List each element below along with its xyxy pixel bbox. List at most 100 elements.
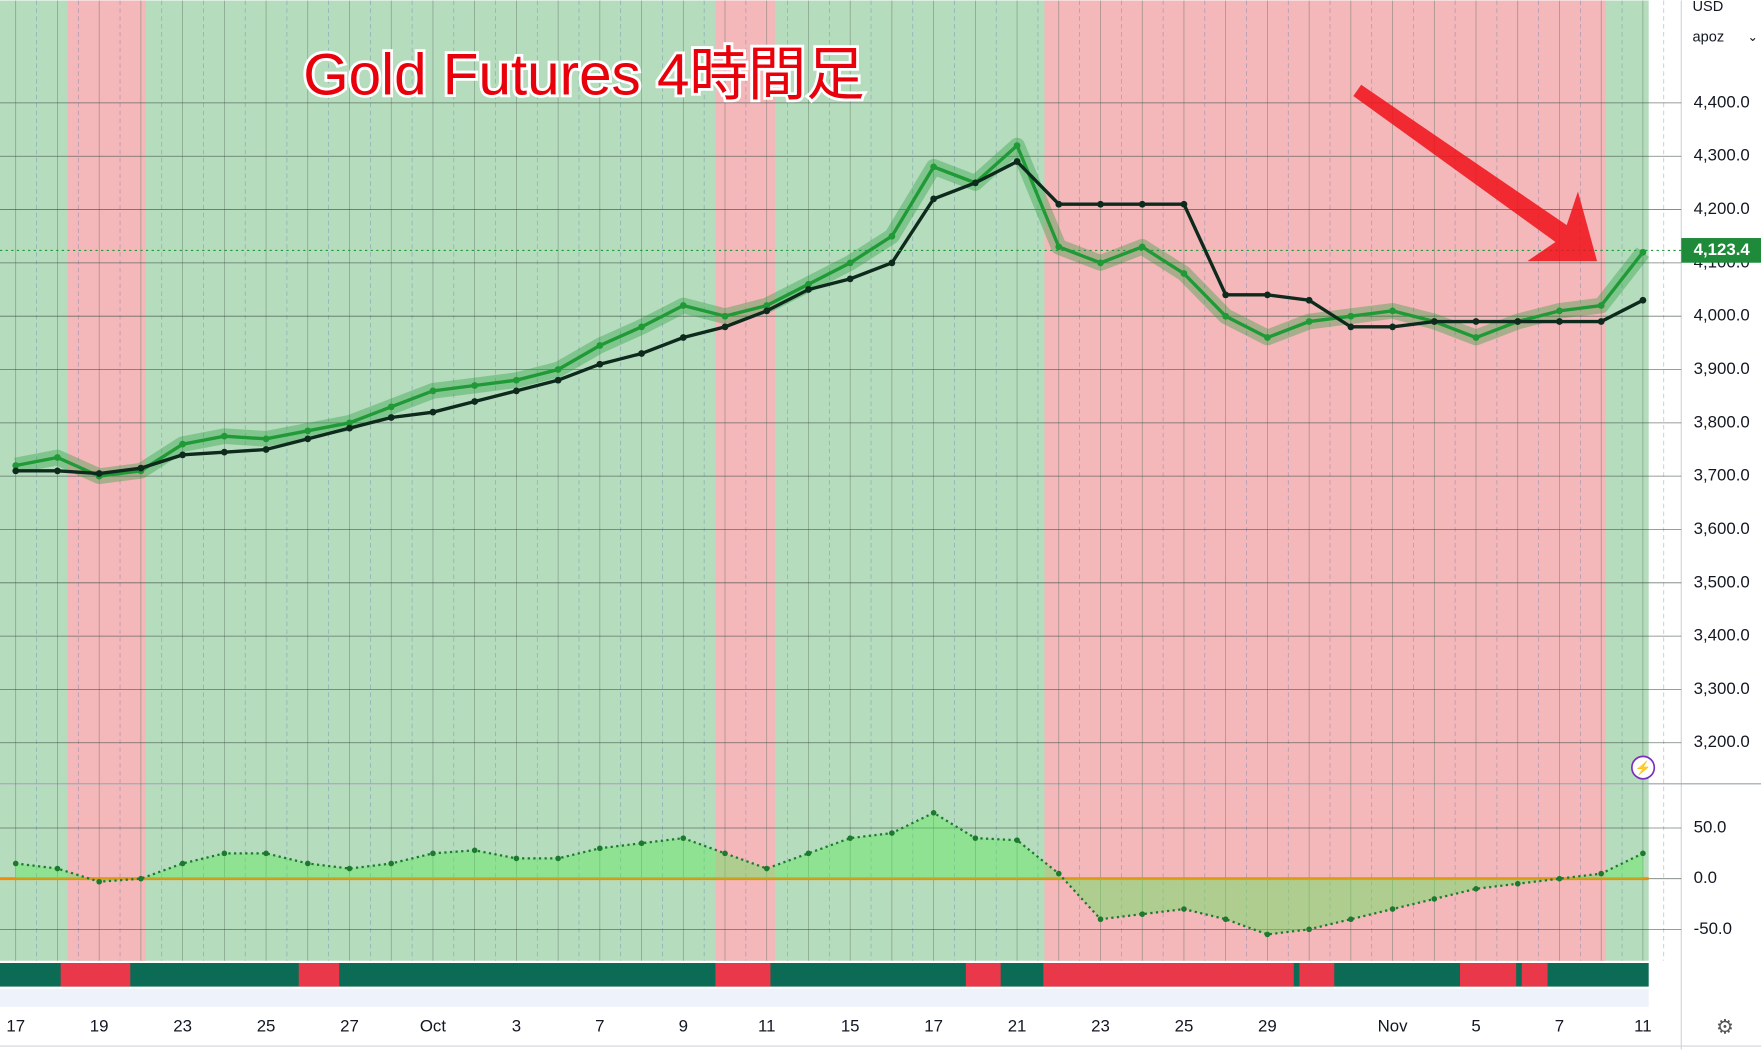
data-point <box>1097 200 1104 208</box>
data-point <box>54 467 61 475</box>
data-point <box>387 403 395 411</box>
x-tick-label: 5 <box>1471 1016 1480 1035</box>
y-tick-label: 3,900.0 <box>1694 359 1750 378</box>
data-point <box>596 360 604 368</box>
data-point <box>346 424 353 432</box>
data-point <box>12 462 20 469</box>
bg-bear <box>67 0 147 784</box>
data-point <box>763 307 771 315</box>
data-point <box>763 865 770 872</box>
data-point <box>1639 296 1647 304</box>
last-price-label: 4,123.4 <box>1694 240 1751 259</box>
data-point <box>1222 916 1229 923</box>
lightning-button[interactable] <box>1631 755 1656 780</box>
data-point <box>888 232 896 240</box>
data-point <box>1472 318 1480 325</box>
x-tick-label: 19 <box>90 1016 109 1035</box>
data-point <box>1597 302 1605 309</box>
data-point <box>972 835 979 841</box>
data-point <box>95 470 103 477</box>
x-tick-label: 15 <box>841 1016 860 1035</box>
currency[interactable]: USD <box>1692 0 1723 15</box>
data-point <box>1013 142 1021 149</box>
data-point <box>1180 200 1188 208</box>
data-point <box>304 427 312 435</box>
y-tick-label: 3,500.0 <box>1694 572 1750 591</box>
data-point <box>721 323 729 331</box>
y-tick-label: 3,300.0 <box>1694 679 1750 698</box>
data-point <box>930 163 937 171</box>
y-tick-label: 4,000.0 <box>1694 306 1750 325</box>
bg-bear <box>1044 784 1607 961</box>
data-point <box>1389 906 1396 912</box>
data-point <box>1138 243 1146 251</box>
x-tick-label: 23 <box>1091 1016 1110 1035</box>
data-point <box>805 280 812 288</box>
bg-bear <box>715 0 775 784</box>
data-point <box>1389 307 1396 315</box>
x-tick-label: Oct <box>420 1016 447 1035</box>
y-tick-label: 3,800.0 <box>1694 412 1750 431</box>
data-point <box>1556 318 1563 325</box>
y-tick-label: 3,400.0 <box>1694 626 1750 645</box>
data-point <box>721 312 729 320</box>
data-point <box>137 464 145 472</box>
data-point <box>220 448 228 456</box>
data-point <box>1055 243 1063 251</box>
data-point <box>1598 870 1604 877</box>
data-point <box>638 350 645 357</box>
data-point <box>846 259 854 267</box>
data-point <box>471 382 479 389</box>
dropdown-caret[interactable]: ⌄ <box>1748 30 1758 44</box>
x-tick-label: 9 <box>679 1016 688 1035</box>
data-point <box>596 342 604 349</box>
data-point <box>1180 270 1188 277</box>
settings-icon[interactable]: ⚙ <box>1716 1016 1734 1038</box>
data-point <box>387 414 395 421</box>
data-point <box>763 302 771 309</box>
data-point <box>221 850 228 857</box>
data-point <box>1013 158 1021 165</box>
data-point <box>554 366 562 373</box>
data-point <box>513 387 520 395</box>
data-point <box>889 830 895 836</box>
x-tick-label: Nov <box>1378 1016 1409 1035</box>
data-point <box>1473 886 1479 892</box>
data-point <box>930 195 937 203</box>
data-point <box>1138 200 1146 208</box>
data-point <box>262 435 270 443</box>
data-point <box>722 850 728 857</box>
data-point <box>1222 312 1230 320</box>
chart-title: Gold Futures 4時間足 <box>303 43 864 108</box>
arrow-annotation <box>1353 84 1598 262</box>
regime-bear-segments <box>60 963 1548 987</box>
account[interactable]: apoz <box>1692 29 1724 45</box>
data-point <box>12 860 19 867</box>
x-tick-label: 23 <box>173 1016 192 1035</box>
data-point <box>471 847 478 854</box>
data-point <box>846 275 854 283</box>
data-point <box>1556 307 1563 315</box>
data-point <box>1264 291 1271 299</box>
x-tick-label: 17 <box>924 1016 943 1035</box>
bg-bear <box>1044 0 1607 784</box>
x-tick-label: 11 <box>758 1016 775 1035</box>
data-point <box>847 835 853 841</box>
data-point <box>262 446 270 453</box>
data-point <box>1222 291 1230 299</box>
data-point <box>638 323 645 331</box>
x-tick-label: 27 <box>340 1016 359 1035</box>
data-point <box>54 454 61 461</box>
data-point <box>346 865 353 872</box>
data-point <box>805 286 812 293</box>
series-line <box>15 159 1644 476</box>
x-tick-label: 7 <box>1555 1016 1564 1035</box>
data-point <box>429 408 437 416</box>
data-point <box>1306 926 1312 933</box>
data-point <box>1347 323 1355 331</box>
data-point <box>1055 870 1062 877</box>
y-tick-label: 3,200.0 <box>1694 732 1750 751</box>
x-tick-label: 17 <box>6 1016 25 1035</box>
